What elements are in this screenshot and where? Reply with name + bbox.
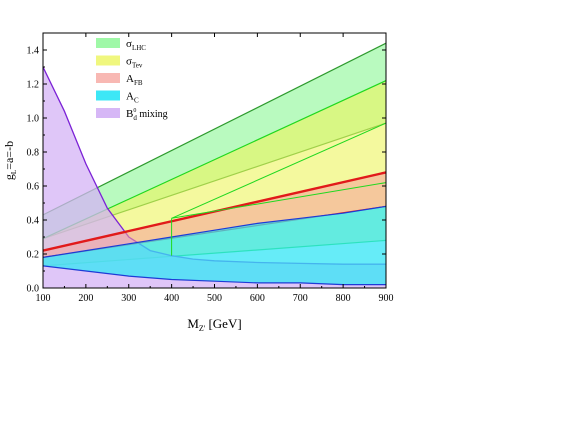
legend-swatch-tev: [96, 55, 120, 66]
x-tick-label: 900: [379, 293, 394, 304]
y-axis-title-group: gL=a=-b: [2, 141, 18, 180]
legend-label-lhc: σLHC: [126, 38, 146, 52]
legend-label-sub: LHC: [132, 44, 146, 52]
y-axis-title-rest: =a=-b: [2, 141, 16, 170]
legend-label-main: A: [126, 73, 134, 85]
x-tick-label: 800: [336, 293, 351, 304]
y-tick-label: 0.8: [27, 148, 40, 159]
legend-label-ac: AC: [126, 91, 139, 105]
upper-edge-ac: [43, 205, 386, 258]
y-tick-label: 0.6: [27, 182, 40, 193]
x-axis-title: MZ' [GeV]: [187, 316, 241, 333]
legend-label-main: A: [126, 91, 134, 103]
legend-label-afb: AFB: [126, 73, 143, 87]
x-tick-label: 100: [36, 293, 51, 304]
legend-label-tev: σTev: [126, 56, 143, 70]
legend-label-sub: d: [133, 114, 137, 122]
band-ac: [43, 206, 386, 285]
y-tick-label: 0.4: [27, 216, 40, 227]
legend-label-bd: B0 d mixing: [126, 108, 168, 122]
legend-label-sub: Tev: [132, 62, 143, 70]
x-tick-label: 500: [207, 293, 222, 304]
y-tick-label: 0.2: [27, 250, 40, 261]
line-tev-mid: [171, 182, 386, 219]
legend-label-rest: mixing: [137, 109, 168, 120]
series-group: [43, 42, 386, 288]
legend-label-main: σ: [126, 38, 132, 50]
legend-swatch-ac: [96, 90, 120, 101]
legend-swatch-afb: [96, 73, 120, 83]
x-tick-label: 300: [121, 293, 136, 304]
plot-area: [43, 42, 386, 288]
x-axis-title-sub: Z': [199, 324, 206, 333]
y-axis-title-sub: L: [10, 170, 18, 174]
x-tick-label: 700: [293, 293, 308, 304]
axes: 100 200 300 400 500 600 700 800 900 0.0 0.2 0.4 0.6 0…: [2, 32, 394, 333]
x-tick-label: 200: [78, 293, 93, 304]
x-axis-title-rest: [GeV]: [205, 316, 241, 331]
line-lhc-inner: [171, 122, 386, 219]
y-tick-label: 1.2: [27, 80, 40, 91]
legend-label-main: σ: [126, 56, 132, 68]
band-afb: [43, 172, 386, 258]
legend-label-sup: 0: [133, 108, 136, 114]
y-axis-title-main: g: [2, 174, 16, 180]
y-tick-label: 1.0: [27, 114, 40, 125]
lower-edge-ac: [43, 265, 386, 286]
upper-edge-lhc: [43, 42, 386, 216]
x-axis-title-main: M: [187, 316, 199, 331]
legend-label-main: B: [126, 108, 133, 120]
legend-label-sub: FB: [134, 79, 143, 87]
x-tick-label: 600: [250, 293, 265, 304]
y-tick-label: 1.4: [27, 46, 40, 57]
y-tick-label: 0.0: [27, 284, 40, 295]
x-tick-label: 400: [164, 293, 179, 304]
legend-label-sub: C: [134, 97, 139, 105]
band-lhc: [43, 43, 386, 239]
y-axis-title: gL=a=-b: [2, 141, 18, 180]
legend-swatch-lhc: [96, 38, 120, 48]
legend-swatch-bd: [96, 108, 120, 118]
